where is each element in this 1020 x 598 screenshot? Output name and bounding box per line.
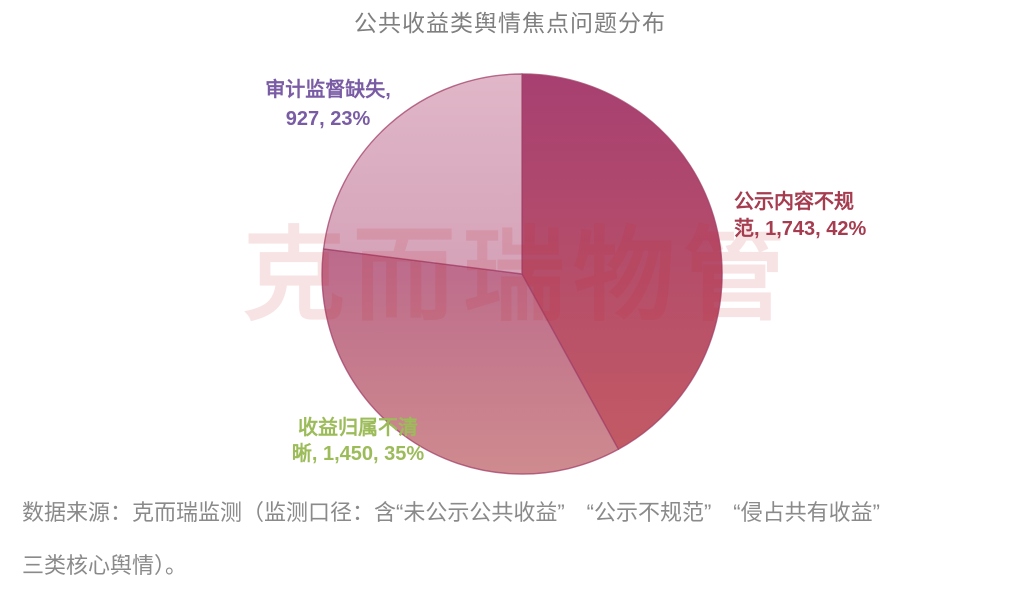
chart-title: 公共收益类舆情焦点问题分布 (354, 10, 666, 36)
label-audit-line1: 审计监督缺失, (265, 79, 391, 101)
pie-slice-income (321, 248, 620, 475)
label-audit: 审计监督缺失, 927, 23% (233, 76, 423, 134)
pie-slice-audit (322, 73, 523, 275)
label-disclosure-line2: 范, 1,743, 42% (734, 218, 867, 240)
source-note-line1: 数据来源：克而瑞监测（监测口径：含“未公示公共收益” “公示不规范” “侵占共有… (22, 500, 880, 525)
label-audit-line2: 927, 23% (285, 108, 371, 130)
source-note-line2: 三类核心舆情）。 (22, 553, 188, 578)
label-disclosure-line1: 公示内容不规 (734, 191, 854, 213)
label-disclosure: 公示内容不规 范, 1,743, 42% (734, 189, 904, 243)
label-income-line1: 收益归属不清 (298, 417, 418, 439)
source-note: 数据来源：克而瑞监测（监测口径：含“未公示公共收益” “公示不规范” “侵占共有… (22, 497, 1012, 598)
label-income: 收益归属不清 晰, 1,450, 35% (268, 415, 448, 467)
pie-slice-disclosure (521, 73, 723, 450)
label-income-line2: 晰, 1,450, 35% (291, 443, 425, 465)
